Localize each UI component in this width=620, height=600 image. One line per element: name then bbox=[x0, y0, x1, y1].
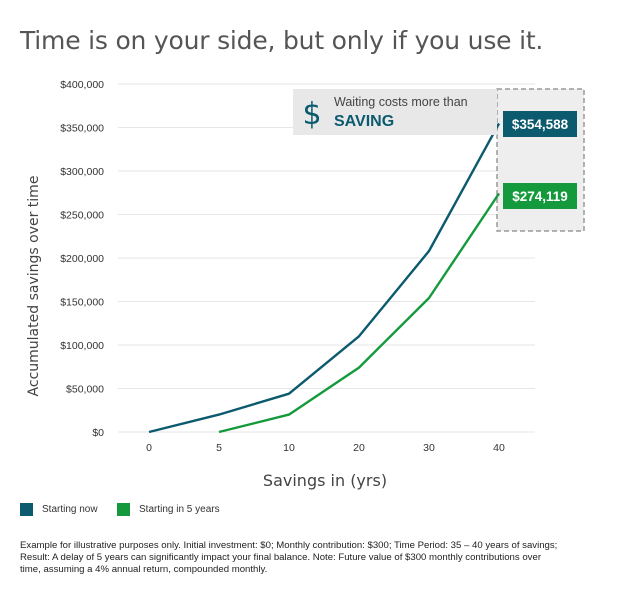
callout-line2: SAVING bbox=[334, 113, 394, 130]
series-line-starting-later bbox=[218, 192, 500, 434]
callout-box bbox=[293, 89, 497, 135]
page-title: Time is on your side, but only if you us… bbox=[20, 26, 544, 55]
y-axis-title: Accumulated savings over time bbox=[26, 176, 42, 397]
y-tick-label: $150,000 bbox=[60, 297, 104, 309]
y-tick-label: $400,000 bbox=[60, 79, 104, 91]
x-tick-label: 20 bbox=[353, 442, 365, 454]
legend-label-starting-now: Starting now bbox=[42, 504, 98, 515]
y-tick-label: $200,000 bbox=[60, 253, 104, 265]
footnote: Example for illustrative purposes only. … bbox=[20, 540, 605, 576]
callout-line1: Waiting costs more than bbox=[334, 95, 468, 109]
footnote-line: Example for illustrative purposes only. … bbox=[20, 540, 558, 551]
y-tick-label: $350,000 bbox=[60, 123, 104, 135]
highlight-dashed-box bbox=[496, 88, 585, 232]
x-tick-label: 10 bbox=[283, 442, 295, 454]
legend-item-starting-later: Starting in 5 years bbox=[117, 503, 220, 516]
end-value-badge bbox=[503, 111, 577, 137]
x-tick-label: 5 bbox=[216, 442, 222, 454]
x-tick-label: 30 bbox=[423, 442, 435, 454]
legend-label-starting-later: Starting in 5 years bbox=[139, 504, 220, 515]
legend-item-starting-now: Starting now bbox=[20, 503, 98, 516]
x-tick-label: 40 bbox=[493, 442, 505, 454]
y-tick-label: $250,000 bbox=[60, 210, 104, 222]
series-line-starting-now bbox=[148, 122, 501, 434]
end-value-label: $354,588 bbox=[512, 117, 569, 132]
savings-line-chart: $0 $50,000 $100,000 $150,000 $200,000 $250,00… bbox=[26, 79, 585, 490]
y-tick-label: $100,000 bbox=[60, 340, 104, 352]
y-tick-label: $300,000 bbox=[60, 166, 104, 178]
x-tick-label: 0 bbox=[146, 442, 152, 454]
footnote-line: Result: A delay of 5 years can significa… bbox=[20, 552, 542, 563]
legend-swatch-starting-now bbox=[20, 503, 33, 516]
end-value-badge bbox=[503, 183, 577, 209]
footnote-line: time, assuming a 4% annual return, compo… bbox=[20, 564, 268, 575]
y-tick-label: $50,000 bbox=[66, 384, 104, 396]
end-value-label: $274,119 bbox=[512, 189, 568, 204]
y-tick-label: $0 bbox=[92, 427, 104, 439]
x-axis-title: Savings in (yrs) bbox=[263, 471, 387, 490]
dollar-sign-icon: $ bbox=[302, 97, 321, 132]
legend-swatch-starting-later bbox=[117, 503, 130, 516]
